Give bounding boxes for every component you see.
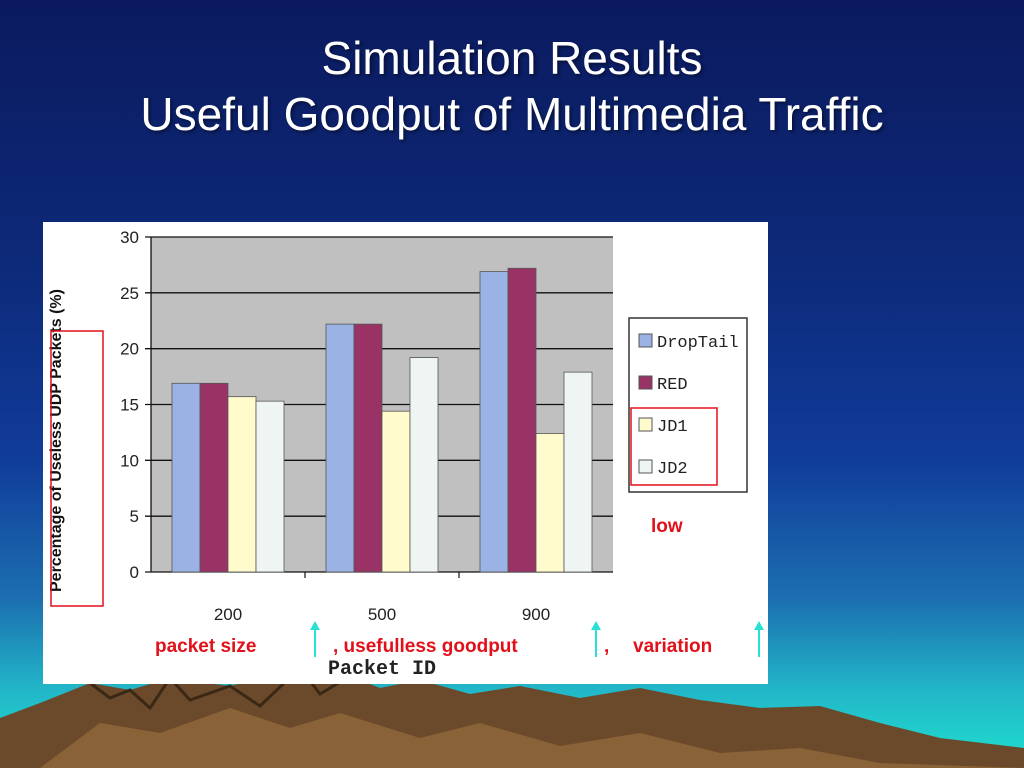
slide-title-line1: Simulation Results (321, 32, 703, 84)
y-axis-label-highlight-box (50, 330, 104, 607)
bar-red-200 (199, 382, 229, 573)
legend: DropTail RED JD1 JD2 (638, 333, 739, 479)
caption-variation: variation (633, 636, 712, 657)
y-tick-label: 25 (120, 284, 139, 303)
legend-swatch (638, 375, 653, 390)
caption-packet-size: packet size (155, 636, 256, 657)
bar-jd2-900 (563, 371, 593, 573)
bar-droptail-900 (479, 271, 509, 573)
up-arrow-icon (310, 621, 320, 657)
x-tick-labels: 200 500 900 (214, 605, 550, 624)
up-arrow-icon (754, 621, 764, 657)
y-tick-label: 30 (120, 228, 139, 247)
legend-swatch (638, 417, 653, 432)
legend-highlight-box (630, 407, 718, 486)
legend-item-label: JD1 (657, 418, 688, 437)
y-tick-label: 0 (130, 563, 139, 582)
bar-chart: 0 5 10 15 20 25 30 200 500 900 Percentage of Use… (48, 228, 764, 681)
bar-jd1-500 (381, 410, 411, 573)
y-tick-label: 5 (130, 507, 139, 526)
slide-title: Simulation Results Useful Goodput of Mul… (0, 30, 1024, 142)
legend-item-label: DropTail (657, 334, 739, 353)
y-tick-labels: 0 5 10 15 20 25 30 (120, 228, 139, 582)
legend-swatch (638, 333, 653, 348)
slide-title-line2: Useful Goodput of Multimedia Traffic (140, 88, 884, 140)
legend-swatch (638, 459, 653, 474)
y-tick-label: 15 (120, 396, 139, 415)
bar-red-500 (353, 323, 383, 573)
bar-droptail-500 (325, 323, 355, 573)
bar-jd2-500 (409, 357, 439, 573)
y-axis-label: Percentage of Useless UDP Packets (%) (48, 289, 65, 592)
bar-jd1-900 (535, 433, 565, 573)
x-axis-label: Packet ID (328, 658, 436, 681)
caption-usefulless-goodput: , usefulless goodput (333, 636, 518, 657)
y-tick-label: 10 (120, 451, 139, 470)
bar-jd1-200 (227, 396, 257, 573)
x-tick-label: 900 (522, 605, 550, 624)
chart-panel: 0 5 10 15 20 25 30 200 500 900 Percentage of Use… (43, 222, 768, 684)
bar-red-900 (507, 267, 537, 573)
low-annotation: low (651, 516, 683, 537)
caption-comma: , (604, 636, 609, 657)
bar-droptail-200 (171, 382, 201, 573)
up-arrow-icon (591, 621, 601, 657)
y-tick-label: 20 (120, 340, 139, 359)
x-tick-label: 200 (214, 605, 242, 624)
legend-item-label: RED (657, 376, 688, 395)
x-tick-label: 500 (368, 605, 396, 624)
bar-jd2-200 (255, 400, 285, 573)
legend-item-label: JD2 (657, 460, 688, 479)
bars (171, 267, 593, 573)
